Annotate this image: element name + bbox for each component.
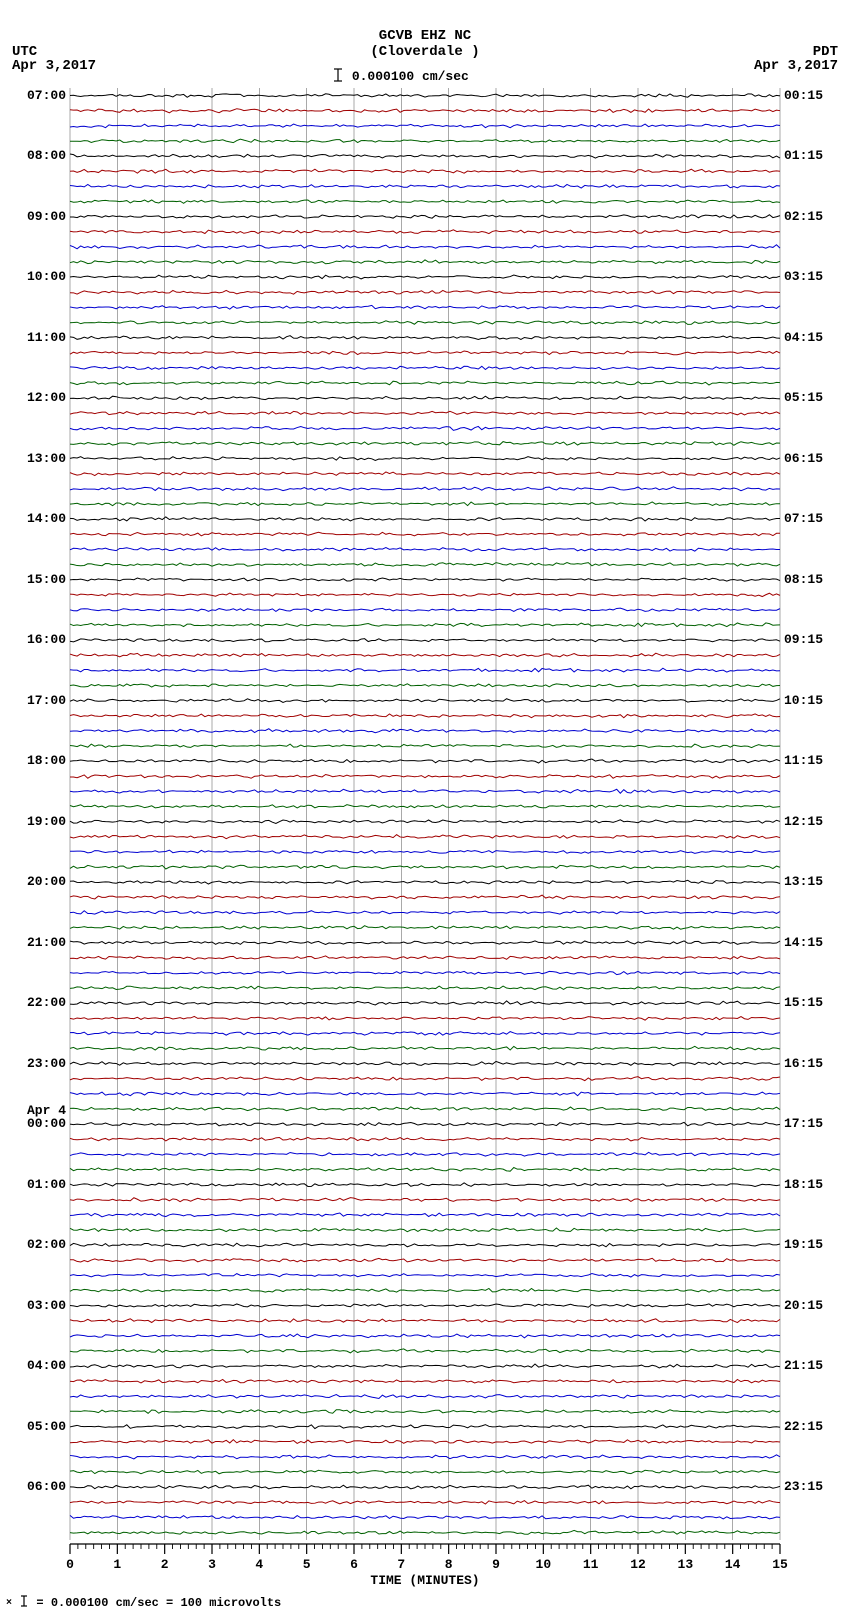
right-time-label: 00:15 xyxy=(784,88,823,103)
svg-text:10: 10 xyxy=(536,1557,552,1572)
right-time-label: 05:15 xyxy=(784,390,823,405)
right-time-label: 07:15 xyxy=(784,511,823,526)
right-time-label: 20:15 xyxy=(784,1298,823,1313)
right-time-label: 06:15 xyxy=(784,451,823,466)
left-time-label: 13:00 xyxy=(27,451,66,466)
left-time-label: 22:00 xyxy=(27,995,66,1010)
left-time-label: 15:00 xyxy=(27,572,66,587)
svg-text:0: 0 xyxy=(66,1557,74,1572)
left-time-label: 01:00 xyxy=(27,1177,66,1192)
left-time-label: 21:00 xyxy=(27,935,66,950)
svg-text:13: 13 xyxy=(678,1557,694,1572)
right-time-label: 19:15 xyxy=(784,1237,823,1252)
left-time-label: 23:00 xyxy=(27,1056,66,1071)
right-time-label: 23:15 xyxy=(784,1479,823,1494)
right-time-label: 11:15 xyxy=(784,753,823,768)
svg-text:8: 8 xyxy=(445,1557,453,1572)
left-time-label: 09:00 xyxy=(27,209,66,224)
svg-text:5: 5 xyxy=(303,1557,311,1572)
right-time-label: 14:15 xyxy=(784,935,823,950)
left-time-label: 07:00 xyxy=(27,88,66,103)
right-time-label: 13:15 xyxy=(784,874,823,889)
svg-text:6: 6 xyxy=(350,1557,358,1572)
left-time-label: 10:00 xyxy=(27,269,66,284)
svg-text:7: 7 xyxy=(397,1557,405,1572)
svg-text:15: 15 xyxy=(772,1557,788,1572)
right-time-label: 16:15 xyxy=(784,1056,823,1071)
left-time-label: 05:00 xyxy=(27,1419,66,1434)
bottom-scale-text: = 0.000100 cm/sec = 100 microvolts xyxy=(36,1596,281,1610)
svg-text:11: 11 xyxy=(583,1557,599,1572)
right-time-label: 15:15 xyxy=(784,995,823,1010)
svg-text:1: 1 xyxy=(113,1557,121,1572)
left-time-label: 02:00 xyxy=(27,1237,66,1252)
left-time-label: 06:00 xyxy=(27,1479,66,1494)
left-time-label: 03:00 xyxy=(27,1298,66,1313)
left-time-label: 17:00 xyxy=(27,693,66,708)
left-time-label: 08:00 xyxy=(27,148,66,163)
right-time-label: 03:15 xyxy=(784,269,823,284)
left-time-label: 04:00 xyxy=(27,1358,66,1373)
left-time-label: 11:00 xyxy=(27,330,66,345)
left-time-label: 19:00 xyxy=(27,814,66,829)
right-time-label: 21:15 xyxy=(784,1358,823,1373)
left-time-label: 00:00 xyxy=(27,1116,66,1131)
bottom-scale: × = 0.000100 cm/sec = 100 microvolts xyxy=(6,1592,281,1610)
seismogram-svg: 0123456789101112131415TIME (MINUTES) xyxy=(0,0,850,1613)
svg-text:9: 9 xyxy=(492,1557,500,1572)
right-time-label: 08:15 xyxy=(784,572,823,587)
seismogram-container: GCVB EHZ NC (Cloverdale ) 0.000100 cm/se… xyxy=(0,0,850,1613)
svg-text:4: 4 xyxy=(255,1557,263,1572)
right-time-label: 09:15 xyxy=(784,632,823,647)
svg-text:14: 14 xyxy=(725,1557,741,1572)
svg-text:2: 2 xyxy=(161,1557,169,1572)
right-time-label: 22:15 xyxy=(784,1419,823,1434)
left-time-label: 12:00 xyxy=(27,390,66,405)
right-time-label: 10:15 xyxy=(784,693,823,708)
left-time-label: 14:00 xyxy=(27,511,66,526)
svg-text:3: 3 xyxy=(208,1557,216,1572)
svg-text:12: 12 xyxy=(630,1557,646,1572)
left-time-label: 16:00 xyxy=(27,632,66,647)
right-time-label: 12:15 xyxy=(784,814,823,829)
x-axis-label: TIME (MINUTES) xyxy=(370,1573,479,1588)
right-time-label: 17:15 xyxy=(784,1116,823,1131)
right-time-label: 01:15 xyxy=(784,148,823,163)
right-time-label: 02:15 xyxy=(784,209,823,224)
left-time-label: 20:00 xyxy=(27,874,66,889)
right-time-label: 18:15 xyxy=(784,1177,823,1192)
right-time-label: 04:15 xyxy=(784,330,823,345)
left-time-label: 18:00 xyxy=(27,753,66,768)
